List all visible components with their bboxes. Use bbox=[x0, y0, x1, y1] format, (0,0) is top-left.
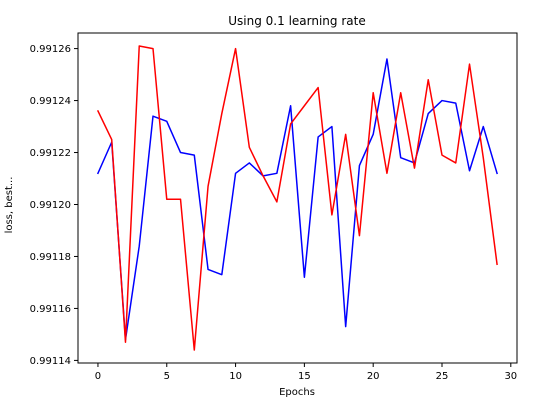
x-tick-label: 20 bbox=[367, 371, 380, 382]
y-tick-label: 0.99118 bbox=[30, 252, 71, 263]
x-tick-label: 15 bbox=[298, 371, 311, 382]
x-tick-label: 10 bbox=[229, 371, 242, 382]
y-tick-label: 0.99116 bbox=[30, 304, 71, 315]
y-tick-label: 0.99122 bbox=[30, 148, 71, 159]
series-layer bbox=[96, 45, 498, 351]
series-line-2 bbox=[96, 45, 498, 351]
y-axis-label: loss, best... bbox=[4, 177, 15, 234]
series-line-1 bbox=[96, 58, 498, 341]
y-tick-label: 0.99126 bbox=[30, 44, 71, 55]
y-axis: 0.99114 0.99116 0.99118 0.99120 0.99122 0.991… bbox=[30, 44, 78, 367]
x-tick-label: 25 bbox=[436, 371, 449, 382]
y-tick-label: 0.99114 bbox=[30, 356, 71, 367]
y-tick-label: 0.99120 bbox=[30, 200, 71, 211]
x-tick-label: 5 bbox=[164, 371, 170, 382]
x-axis: 0 5 10 15 20 25 30 bbox=[95, 363, 517, 382]
x-axis-label: Epochs bbox=[279, 387, 315, 398]
y-tick-label: 0.99124 bbox=[30, 96, 71, 107]
plot-area-frame bbox=[77, 32, 518, 364]
chart-title: Using 0.1 learning rate bbox=[228, 14, 365, 28]
x-tick-label: 30 bbox=[504, 371, 517, 382]
x-tick-label: 0 bbox=[95, 371, 101, 382]
